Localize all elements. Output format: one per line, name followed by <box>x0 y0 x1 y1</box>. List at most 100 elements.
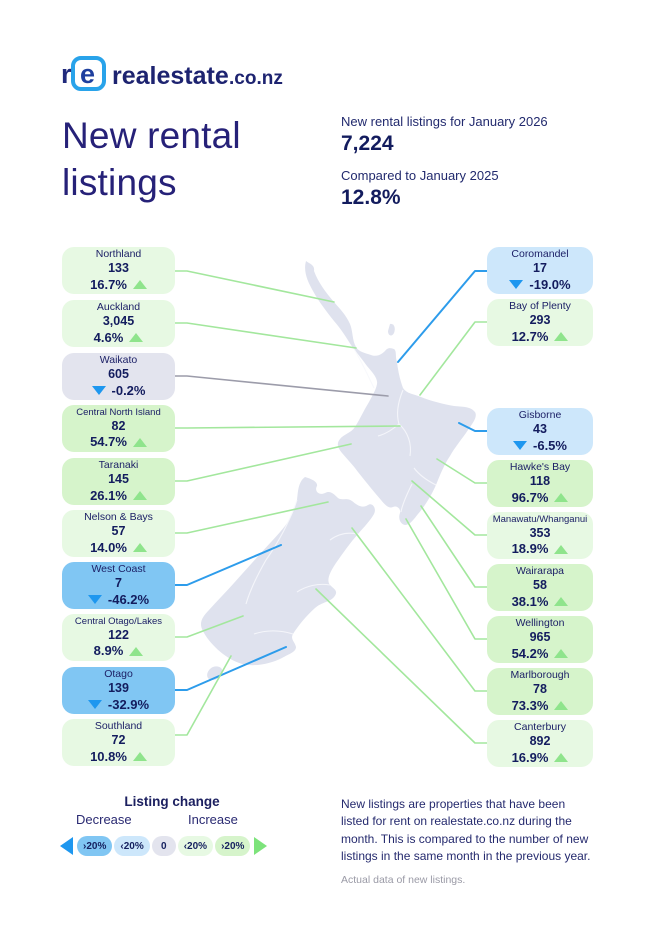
legend-scale: ›20% ‹20% 0 ‹20% ›20% <box>60 836 286 856</box>
footer-description: New listings are properties that have be… <box>341 797 591 864</box>
legend-pill-blue-light: ‹20% <box>114 836 150 856</box>
region-change-row: 16.9% <box>512 750 569 766</box>
region-name: Northland <box>95 248 142 261</box>
region-box-manawatu-whanganui: Manawatu/Whanganui 353 18.9% <box>487 512 593 559</box>
page-title-line1: New rental <box>62 115 241 156</box>
legend-pill-blue-strong: ›20% <box>77 836 113 856</box>
nz-map-shapes <box>200 261 476 681</box>
decrease-triangle-icon <box>87 700 102 710</box>
page-title-line2: listings <box>62 162 177 204</box>
region-name: Hawke's Bay <box>509 461 571 474</box>
comparison-label: Compared to January 2025 <box>341 168 499 183</box>
region-change-row: 54.7% <box>90 434 147 450</box>
legend-pill-group: ›20% ‹20% 0 ‹20% ›20% <box>77 836 251 856</box>
region-listing-count: 78 <box>533 682 547 697</box>
region-box-otago: Otago 139 -32.9% <box>62 667 175 714</box>
region-name: Canterbury <box>514 721 566 734</box>
region-listing-count: 7 <box>115 576 122 591</box>
region-change-value: 16.7% <box>90 277 127 293</box>
connector-line-manawatu-whanganui <box>411 480 488 536</box>
region-listing-count: 3,045 <box>102 314 135 329</box>
region-listing-count: 57 <box>111 524 126 539</box>
region-change-value: 8.9% <box>93 643 124 659</box>
region-name: Waikato <box>99 354 138 367</box>
region-change-row: -32.9% <box>87 697 150 713</box>
region-box-wairarapa: Wairarapa 58 38.1% <box>487 564 593 611</box>
increase-triangle-icon <box>132 491 147 501</box>
legend-direction-labels: Decrease Increase <box>58 812 286 830</box>
total-listings-label: New rental listings for January 2026 <box>341 114 548 129</box>
region-change-value: 96.7% <box>511 490 549 506</box>
region-listing-count: 17 <box>533 261 547 276</box>
region-change-value: -32.9% <box>107 697 150 713</box>
increase-triangle-icon <box>554 493 569 503</box>
realestate-logo: r e realestate .co.nz <box>60 52 290 96</box>
increase-arrow-icon <box>254 837 268 855</box>
increase-triangle-icon <box>129 646 144 656</box>
region-name: Bay of Plenty <box>509 300 571 313</box>
region-change-row: 54.2% <box>512 646 569 662</box>
region-name: Wellington <box>515 617 565 630</box>
connector-line-west-coast <box>174 544 282 586</box>
increase-triangle-icon <box>132 543 147 553</box>
region-box-canterbury: Canterbury 892 16.9% <box>487 720 593 767</box>
region-name: Nelson & Bays <box>84 511 153 524</box>
region-change-value: 12.7% <box>511 329 549 345</box>
region-name: West Coast <box>91 563 146 576</box>
region-name: Manawatu/Whanganui <box>492 513 588 525</box>
region-change-row: 14.0% <box>90 540 147 556</box>
region-change-value: -6.5% <box>533 438 567 454</box>
footer: New listings are properties that have be… <box>341 796 596 886</box>
region-box-coromandel: Coromandel 17 -19.0% <box>487 247 593 294</box>
increase-triangle-icon <box>554 701 569 711</box>
increase-triangle-icon <box>132 280 147 290</box>
region-change-value: 38.1% <box>511 594 549 610</box>
region-change-value: -19.0% <box>529 277 571 293</box>
region-box-west-coast: West Coast 7 -46.2% <box>62 562 175 609</box>
region-change-value: 54.7% <box>90 434 127 450</box>
connector-line-wairarapa <box>420 505 488 588</box>
region-change-row: 16.7% <box>90 277 147 293</box>
logo-wordmark: realestate <box>112 62 229 90</box>
comparison-value: 12.8% <box>341 186 401 209</box>
region-change-value: -46.2% <box>107 592 150 608</box>
connector-lines <box>174 270 488 744</box>
connector-line-nelson-bays <box>174 501 329 534</box>
decrease-triangle-icon <box>87 595 102 605</box>
region-box-central-north-island: Central North Island 82 54.7% <box>62 405 175 452</box>
decrease-triangle-icon <box>509 280 524 290</box>
region-listing-count: 118 <box>529 474 551 489</box>
total-listings-value: 7,224 <box>341 132 394 155</box>
region-change-value: 4.6% <box>93 330 124 346</box>
svg-text:r: r <box>61 59 72 89</box>
region-box-southland: Southland 72 10.8% <box>62 719 175 766</box>
region-listing-count: 82 <box>111 418 126 433</box>
region-listing-count: 139 <box>108 681 129 696</box>
legend-pill-grey: 0 <box>151 836 176 856</box>
region-change-value: 18.9% <box>511 541 549 557</box>
connector-line-hawke-s-bay <box>436 458 488 484</box>
headline-stats: New rental listings for January 2026 7,2… <box>341 112 548 222</box>
region-box-nelson-bays: Nelson & Bays 57 14.0% <box>62 510 175 557</box>
region-name: Southland <box>94 720 143 733</box>
region-change-row: -46.2% <box>87 592 150 608</box>
realestate-logo-icon: r e realestate .co.nz <box>61 56 283 91</box>
connector-line-waikato <box>174 375 389 397</box>
region-change-value: 16.9% <box>511 750 549 766</box>
region-box-gisborne: Gisborne 43 -6.5% <box>487 408 593 455</box>
region-change-value: 73.3% <box>511 698 549 714</box>
region-listing-count: 72 <box>111 733 126 748</box>
connector-line-central-otago-lakes <box>174 615 244 638</box>
region-listing-count: 353 <box>529 525 551 540</box>
region-listing-count: 605 <box>108 367 129 382</box>
region-change-row: 10.8% <box>90 749 147 765</box>
region-name: Coromandel <box>511 248 569 261</box>
region-box-marlborough: Marlborough 78 73.3% <box>487 668 593 715</box>
region-change-row: 12.7% <box>512 329 569 345</box>
region-box-waikato: Waikato 605 -0.2% <box>62 353 175 400</box>
region-box-auckland: Auckland 3,045 4.6% <box>62 300 175 347</box>
region-change-row: 8.9% <box>94 643 144 659</box>
region-listing-count: 122 <box>108 627 129 642</box>
region-change-row: 38.1% <box>512 594 569 610</box>
